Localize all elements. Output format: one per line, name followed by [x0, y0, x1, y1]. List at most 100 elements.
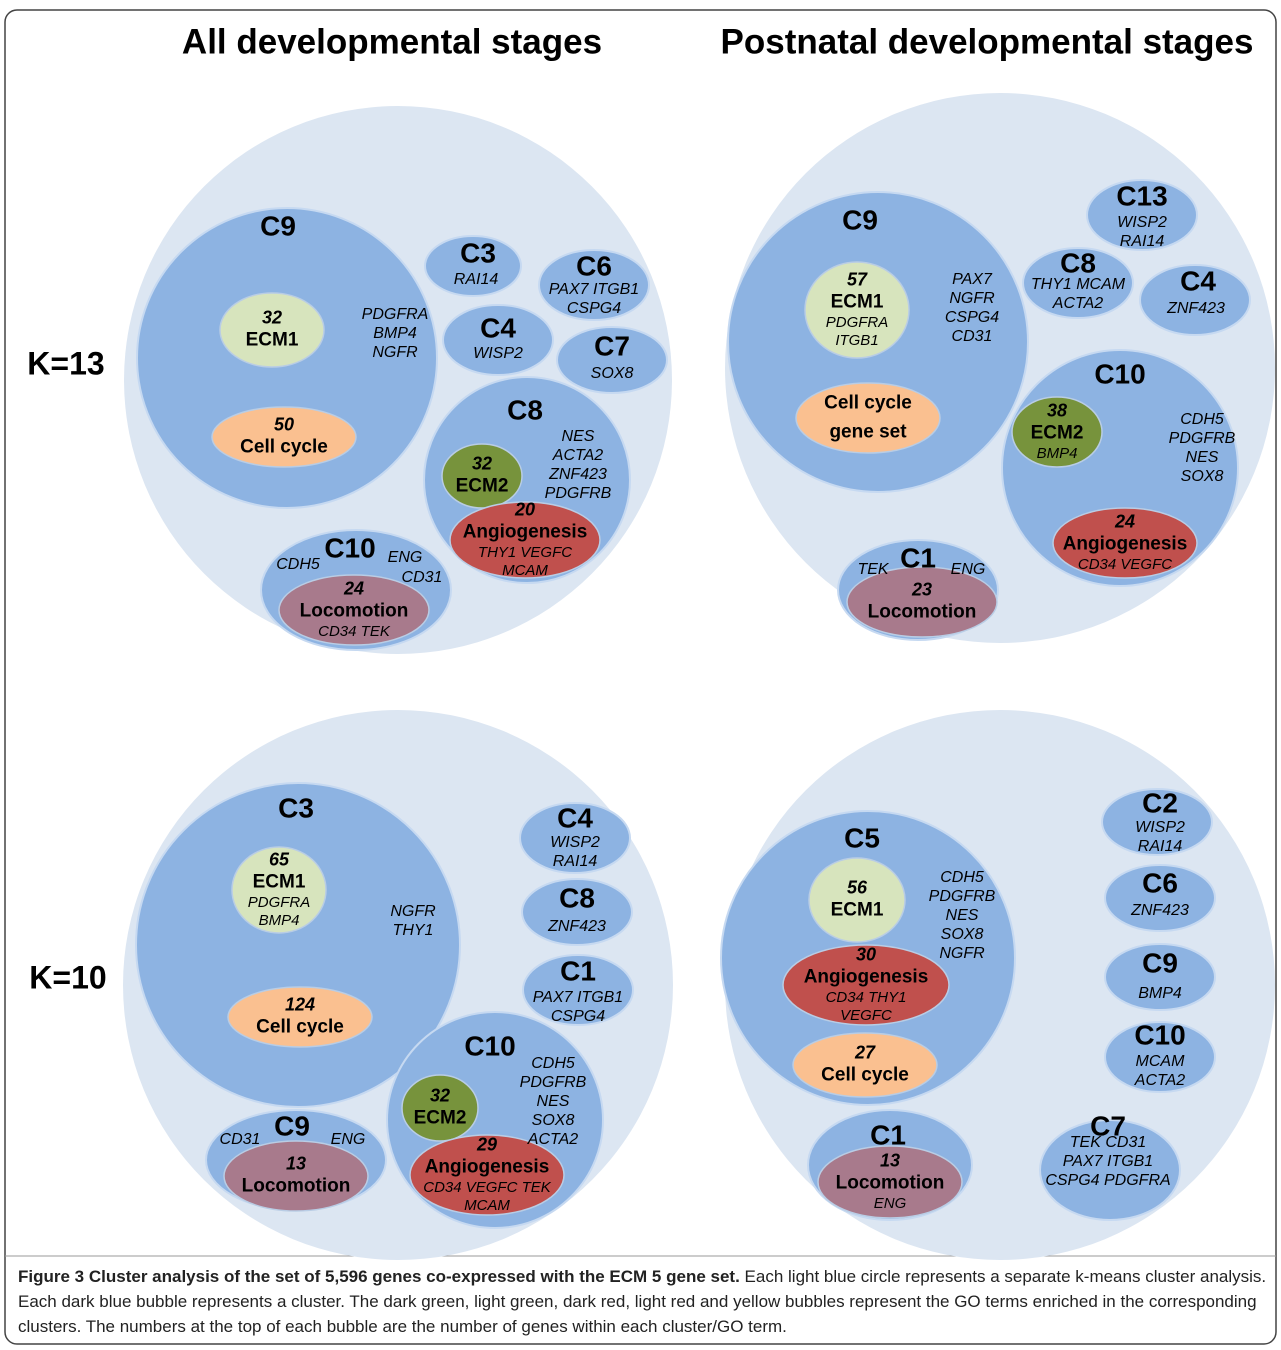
go-term-bubble — [1052, 507, 1198, 579]
cluster-bubble — [1039, 1119, 1181, 1221]
gene: WISP2 — [1117, 214, 1167, 231]
cluster-label: C10 — [464, 1030, 515, 1061]
go-term-bubble — [449, 501, 601, 579]
term-name: Cell cycle — [256, 1017, 344, 1038]
gene: PDGFRB — [545, 485, 612, 502]
gene: ZNF423 — [1166, 300, 1225, 317]
cluster-label: C9 — [842, 204, 878, 235]
cluster-label: C10 — [1094, 358, 1145, 389]
gene: ENG — [331, 1131, 366, 1148]
gene: WISP2 — [1135, 819, 1185, 836]
column-title: All developmental stages — [182, 22, 602, 61]
go-term-bubble — [804, 261, 910, 359]
cluster-bubble — [1104, 943, 1216, 1011]
gene: TEK — [857, 561, 889, 578]
cluster-label: C1 — [900, 542, 936, 573]
term-name: gene set — [829, 422, 907, 443]
gene: BMP4 — [373, 325, 417, 342]
term-count: 29 — [476, 1134, 497, 1154]
term-count: 38 — [1047, 400, 1067, 420]
go-term-bubble — [846, 566, 998, 638]
go-term-bubble — [817, 1145, 963, 1219]
term-count: 124 — [285, 994, 315, 1014]
gene: WISP2 — [550, 834, 600, 851]
go-term-bubble — [808, 857, 906, 943]
gene: NGFR — [949, 290, 995, 307]
term-name: Angiogenesis — [425, 1157, 550, 1178]
term-name: ECM1 — [831, 900, 884, 921]
term-gene: THY1 VEGFC — [478, 544, 572, 561]
gene: TEK CD31 — [1070, 1134, 1146, 1151]
term-gene: ITGB1 — [835, 332, 878, 349]
cluster-bubble — [522, 954, 634, 1026]
term-gene: CD34 TEK — [318, 623, 391, 640]
gene: PAX7 — [952, 271, 993, 288]
cluster-label: C8 — [559, 882, 595, 913]
cluster-bubble — [135, 782, 461, 1108]
go-term-bubble — [219, 292, 325, 368]
term-name: ECM1 — [831, 292, 884, 313]
cluster-label: C4 — [1180, 265, 1216, 296]
cluster-bubble — [1104, 864, 1216, 932]
gene: RAI14 — [1138, 838, 1183, 855]
gene: ACTA2 — [552, 447, 603, 464]
term-count: 32 — [262, 307, 282, 327]
cluster-label: C7 — [1090, 1110, 1126, 1141]
term-name: Angiogenesis — [1063, 534, 1188, 555]
gene: RAI14 — [454, 271, 499, 288]
term-count: 24 — [343, 578, 364, 598]
gene: CDH5 — [276, 556, 320, 573]
go-term-bubble — [227, 986, 373, 1048]
cluster-bubble — [538, 249, 650, 321]
gene: ACTA2 — [527, 1131, 578, 1148]
gene: PDGFRB — [1169, 430, 1236, 447]
cluster-label: C8 — [507, 394, 543, 425]
go-term-bubble — [278, 574, 430, 646]
cluster-bubble — [1101, 788, 1213, 856]
go-term-bubble — [795, 382, 941, 454]
term-gene: BMP4 — [1037, 445, 1078, 462]
cluster-label: C9 — [1142, 947, 1178, 978]
gene: PDGFRB — [929, 888, 996, 905]
cluster-bubble — [1022, 247, 1134, 319]
term-gene: CD34 VEGFC TEK — [423, 1179, 552, 1196]
term-count: 13 — [880, 1150, 900, 1170]
term-gene: ENG — [874, 1195, 907, 1212]
cluster-label: C8 — [1060, 247, 1096, 278]
term-count: 65 — [269, 849, 290, 869]
term-count: 20 — [514, 499, 535, 519]
cluster-label: C5 — [844, 822, 880, 853]
term-name: Locomotion — [300, 601, 409, 622]
gene: CDH5 — [940, 869, 984, 886]
gene: ENG — [951, 561, 986, 578]
gene: NES — [946, 907, 979, 924]
term-count: 13 — [286, 1153, 306, 1173]
row-label: K=10 — [29, 959, 106, 995]
gene: CSPG4 — [945, 309, 999, 326]
cluster-label: C3 — [460, 237, 496, 268]
row-label: K=13 — [27, 345, 104, 381]
cluster-label: C9 — [274, 1110, 310, 1141]
go-term-bubble — [223, 1140, 369, 1212]
go-term-bubble — [441, 443, 523, 509]
caption-text: Each light blue circle represents a sepa… — [18, 1267, 1267, 1336]
gene: SOX8 — [532, 1112, 575, 1129]
term-name: Locomotion — [242, 1176, 351, 1197]
term-name: ECM2 — [1031, 423, 1084, 444]
cluster-label: C7 — [594, 330, 630, 361]
term-count: 50 — [274, 414, 294, 434]
term-name: Locomotion — [868, 602, 977, 623]
term-name: Angiogenesis — [463, 522, 588, 543]
go-term-bubble — [1011, 396, 1103, 468]
term-gene: CD34 THY1 — [826, 989, 907, 1006]
go-term-bubble — [782, 944, 950, 1026]
cluster-label: C10 — [1134, 1019, 1185, 1050]
term-name: Angiogenesis — [804, 967, 929, 988]
gene: NES — [562, 428, 595, 445]
gene: ZNF423 — [548, 466, 607, 483]
gene: BMP4 — [1138, 985, 1182, 1002]
gene: SOX8 — [1181, 468, 1224, 485]
